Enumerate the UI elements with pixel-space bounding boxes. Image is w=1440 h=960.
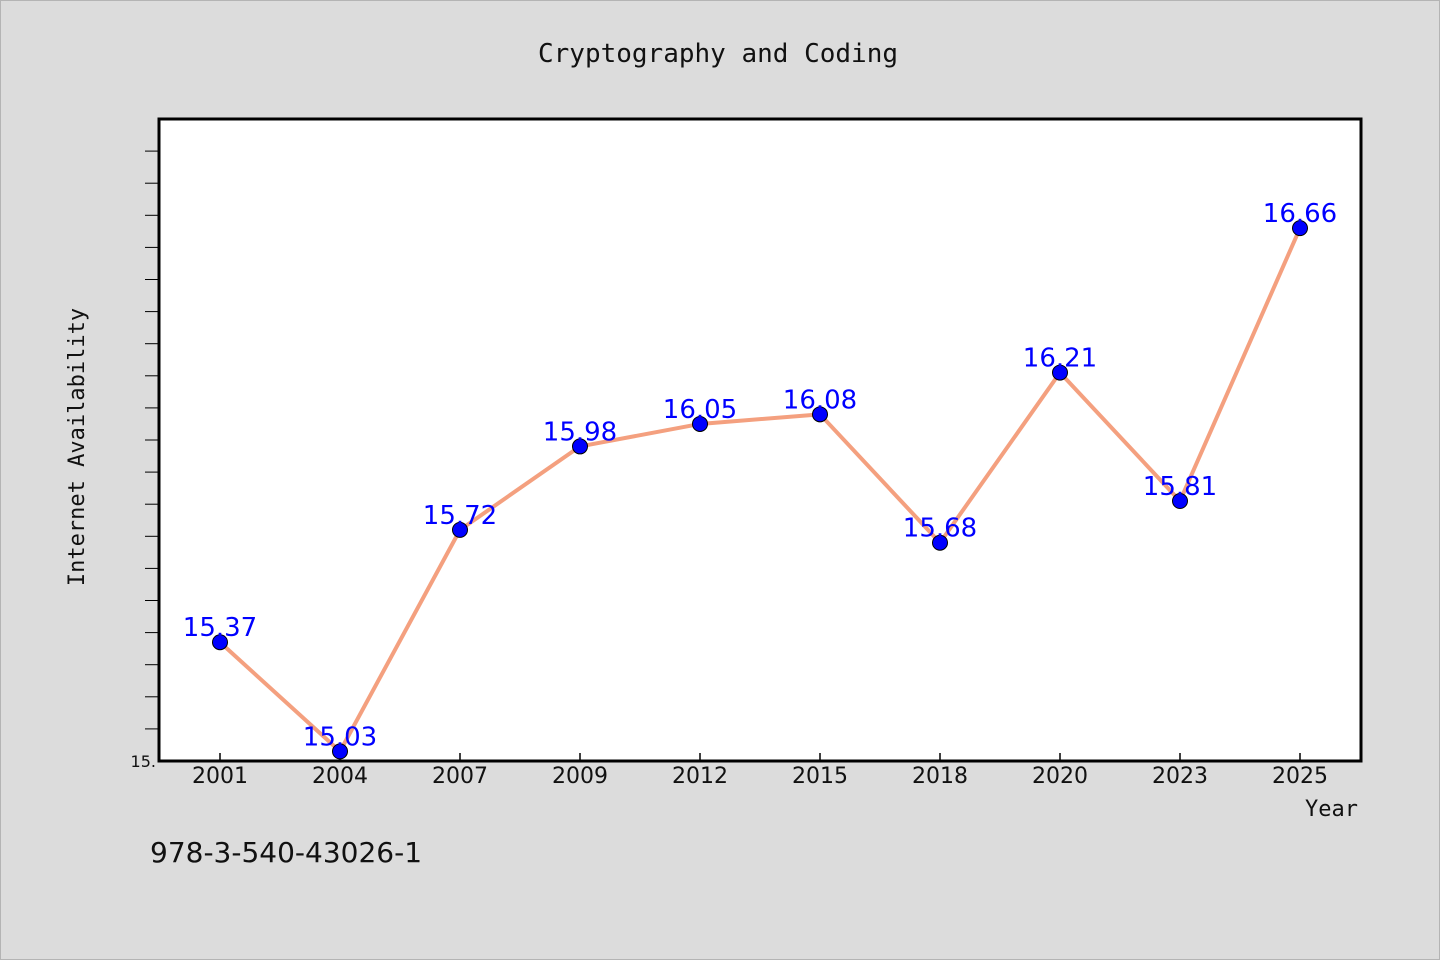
data-labels: 15.37 15.03 15.72 15.98 16.05 16.08 15.68 16.21… (183, 199, 1337, 752)
data-point (572, 438, 588, 455)
isbn-footer: 978-3-540-43026-1 (150, 836, 422, 869)
data-label: 15.81 (1143, 472, 1217, 502)
x-tick-label: 2018 (912, 764, 968, 789)
x-tick-label: 2004 (312, 764, 368, 789)
x-tick-label: 2020 (1032, 764, 1088, 789)
chart-title: Cryptography and Coding (538, 39, 898, 69)
y-axis-ticks (145, 150, 159, 730)
data-label: 16.21 (1023, 344, 1097, 374)
data-point (332, 743, 348, 760)
series-line (218, 226, 1302, 754)
data-point (812, 406, 828, 423)
data-label: 15.37 (183, 613, 257, 643)
data-point (212, 634, 228, 651)
x-tick-label: 2001 (192, 764, 248, 789)
data-label: 16.66 (1263, 199, 1337, 229)
series-line-group (218, 226, 1302, 754)
data-point (692, 415, 708, 432)
data-label: 15.68 (903, 514, 977, 544)
x-tick-label: 2015 (792, 764, 848, 789)
y-tick-label: 15. (131, 752, 156, 771)
data-label: 16.05 (663, 395, 737, 425)
x-tick-label: 2009 (552, 764, 608, 789)
x-tick-label: 2025 (1272, 764, 1328, 789)
data-point (1172, 492, 1188, 509)
x-axis-ticks: 2001 2004 2007 2009 2012 2015 2018 2020 2023 2025 (192, 753, 1328, 789)
data-point (452, 521, 468, 538)
x-tick-label: 2023 (1152, 764, 1208, 789)
data-point (932, 534, 948, 551)
data-point (1052, 364, 1068, 381)
x-tick-label: 2007 (432, 764, 488, 789)
y-axis-label: Internet Availability (65, 308, 90, 586)
data-label: 15.98 (543, 417, 617, 447)
data-label: 16.08 (783, 385, 857, 415)
plot-area (157, 117, 1363, 763)
x-tick-label: 2012 (672, 764, 728, 789)
data-point (1292, 220, 1308, 237)
x-axis-label: Year (1305, 797, 1358, 822)
data-label: 15.72 (423, 501, 497, 531)
data-label: 15.03 (303, 722, 377, 752)
data-markers (212, 220, 1308, 760)
